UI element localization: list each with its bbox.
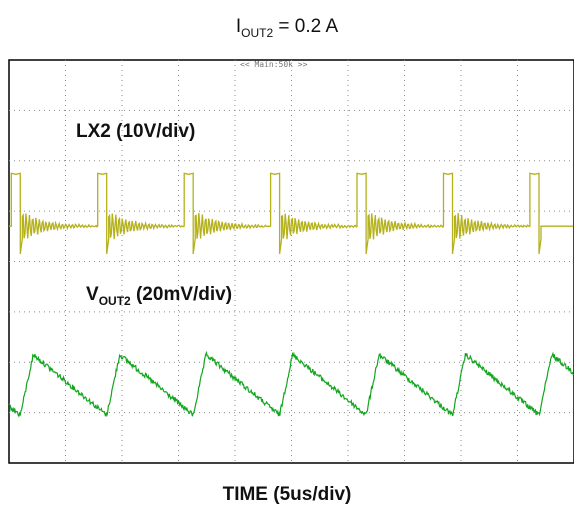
lx2-trace — [9, 172, 574, 254]
vout2-label-subscript: OUT2 — [98, 293, 131, 308]
chart-title-main: I — [235, 16, 242, 37]
traces — [8, 172, 574, 418]
chart-title: IOUT2 = 0.2 A — [0, 16, 574, 40]
chart-title-subscript: OUT2 — [241, 25, 274, 40]
vout2-label-rest: (20mV/div) — [130, 284, 233, 305]
vout2-trace — [8, 350, 574, 418]
chart-title-rest: = 0.2 A — [273, 16, 339, 37]
scope-header-text: << Main:50k >> — [240, 60, 308, 69]
lx2-trace-label: LX2 (10V/div) — [76, 121, 196, 142]
vout2-label-main: V — [86, 284, 99, 305]
vout2-trace-label: VOUT2 (20mV/div) — [86, 284, 232, 308]
x-axis-label: TIME (5us/div) — [222, 484, 352, 505]
grid — [9, 60, 574, 463]
